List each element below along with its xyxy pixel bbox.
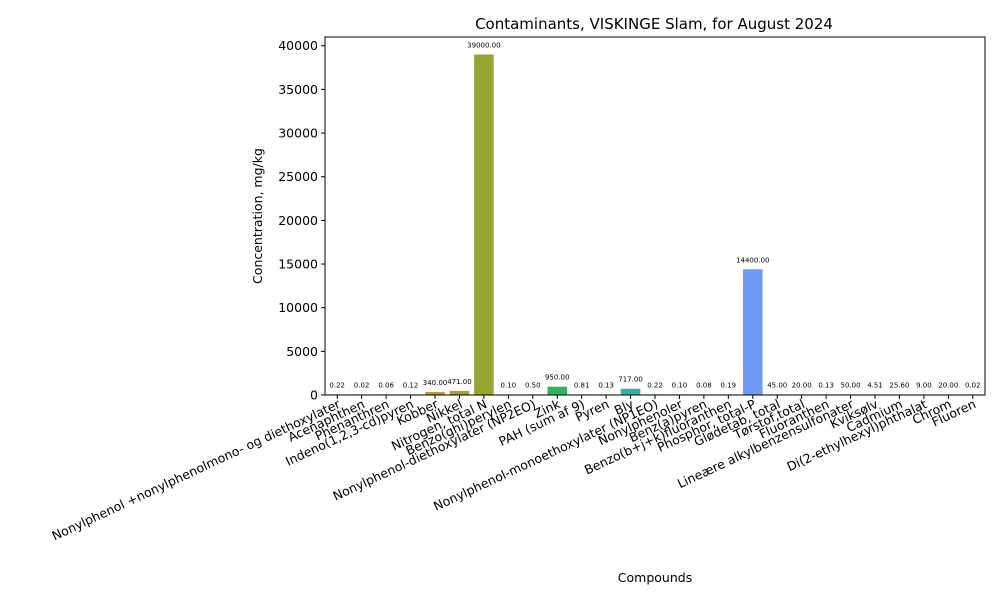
data-label: 20.00 (938, 381, 958, 389)
data-label: 0.06 (378, 381, 394, 389)
data-label: 0.10 (672, 381, 688, 389)
data-label: 45.00 (767, 381, 787, 389)
data-label: 0.08 (696, 381, 712, 389)
x-axis: Nonylphenol +nonylphenolmono- og diethox… (49, 395, 978, 543)
y-tick-label: 10000 (278, 300, 318, 315)
chart-title: Contaminants, VISKINGE Slam, for August … (475, 15, 833, 33)
data-label: 717.00 (618, 376, 643, 384)
y-axis: 0 5000 10000 15000 20000 25000 30000 35000 40000 (278, 38, 325, 403)
data-label: 39000.00 (467, 41, 500, 49)
y-tick-label: 40000 (278, 38, 318, 53)
y-axis-label: Concentration, mg/kg (250, 148, 265, 284)
x-tick-label: Nonylphenol +nonylphenolmono- og diethox… (49, 396, 343, 544)
data-label: 0.02 (965, 381, 981, 389)
y-tick-label: 0 (310, 388, 318, 403)
data-label: 20.00 (792, 381, 812, 389)
y-tick-label: 25000 (278, 169, 318, 184)
bar (425, 392, 445, 395)
data-label: 0.50 (525, 381, 541, 389)
bar (620, 388, 641, 395)
x-axis-label: Compounds (618, 570, 692, 585)
bar (474, 54, 494, 396)
data-label: 471.00 (447, 378, 472, 386)
data-label: 0.13 (818, 381, 834, 389)
plot-frame (324, 36, 986, 396)
data-labels: 0.22 0.02 0.06 0.12 340.00 471.00 39000.00 0.10… (329, 41, 980, 389)
bar (547, 386, 567, 395)
bar (449, 390, 470, 395)
data-label: 0.02 (354, 381, 370, 389)
data-label: 0.22 (647, 381, 663, 389)
y-tick-label: 30000 (278, 126, 318, 141)
y-tick-label: 15000 (278, 257, 318, 272)
data-label: 950.00 (545, 374, 570, 382)
data-label: 25.60 (889, 381, 909, 389)
y-tick-label: 5000 (286, 344, 318, 359)
data-label: 50.00 (841, 381, 861, 389)
data-label: 0.22 (329, 381, 345, 389)
data-label: 0.19 (721, 381, 737, 389)
bar (743, 269, 763, 395)
plot-area: 0.22 0.02 0.06 0.12 340.00 471.00 39000.00 0.10… (49, 36, 986, 543)
data-label: 0.12 (403, 381, 419, 389)
bars (327, 54, 983, 396)
data-label: 4.51 (867, 381, 883, 389)
data-label: 0.13 (598, 381, 614, 389)
data-label: 0.81 (574, 381, 590, 389)
data-label: 0.10 (501, 381, 517, 389)
y-tick-label: 20000 (278, 213, 318, 228)
y-tick-label: 35000 (278, 82, 318, 97)
data-label: 9.00 (916, 381, 932, 389)
data-label: 14400.00 (736, 256, 769, 264)
data-label: 340.00 (423, 379, 448, 387)
